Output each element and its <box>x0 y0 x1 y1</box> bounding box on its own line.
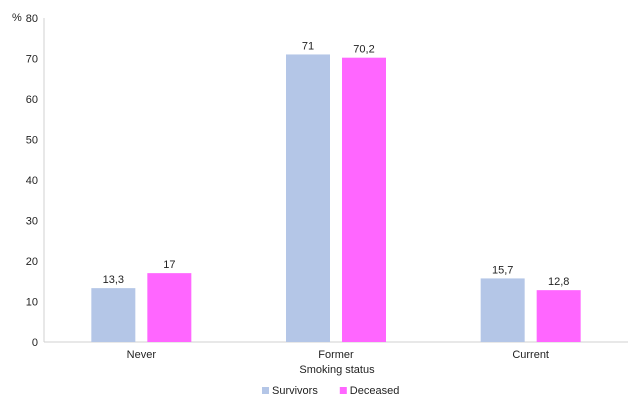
y-tick-label: 30 <box>26 216 38 228</box>
data-label: 15,7 <box>492 264 513 276</box>
data-label: 70,2 <box>353 44 374 56</box>
category-label: Never <box>127 349 157 361</box>
y-tick-label: 80 <box>26 13 38 25</box>
y-axis-ticks: 0 10 20 30 40 50 60 70 80 <box>26 13 38 349</box>
legend: Survivors Deceased <box>262 385 399 397</box>
category-labels: Never Former Current <box>127 349 549 361</box>
data-labels: 13,3 17 71 70,2 15,7 12,8 <box>103 40 570 288</box>
y-tick-label: 20 <box>26 256 38 268</box>
bar-survivors-never <box>91 288 136 342</box>
legend-label-survivors: Survivors <box>272 385 318 397</box>
y-tick-label: 50 <box>26 135 38 147</box>
category-label: Current <box>512 349 549 361</box>
bars <box>91 54 581 342</box>
bar-deceased-current <box>536 290 581 342</box>
y-tick-label: 40 <box>26 175 38 187</box>
bar-survivors-former <box>286 54 330 342</box>
x-axis-title: Smoking status <box>299 364 375 376</box>
legend-swatch-survivors <box>262 387 269 394</box>
y-tick-label: 70 <box>26 54 38 66</box>
y-tick-label: 10 <box>26 297 38 309</box>
legend-swatch-deceased <box>339 387 347 394</box>
y-tick-label: 0 <box>32 337 38 349</box>
bar-deceased-never <box>147 273 192 342</box>
data-label: 12,8 <box>548 276 569 288</box>
data-label: 71 <box>302 40 314 52</box>
data-label: 17 <box>163 259 175 271</box>
category-label: Former <box>318 349 354 361</box>
bar-survivors-current <box>480 278 525 342</box>
y-unit-label: % <box>12 12 22 24</box>
data-label: 13,3 <box>103 274 124 286</box>
bar-deceased-former <box>342 57 386 342</box>
legend-label-deceased: Deceased <box>350 385 400 397</box>
y-tick-label: 60 <box>26 94 38 106</box>
